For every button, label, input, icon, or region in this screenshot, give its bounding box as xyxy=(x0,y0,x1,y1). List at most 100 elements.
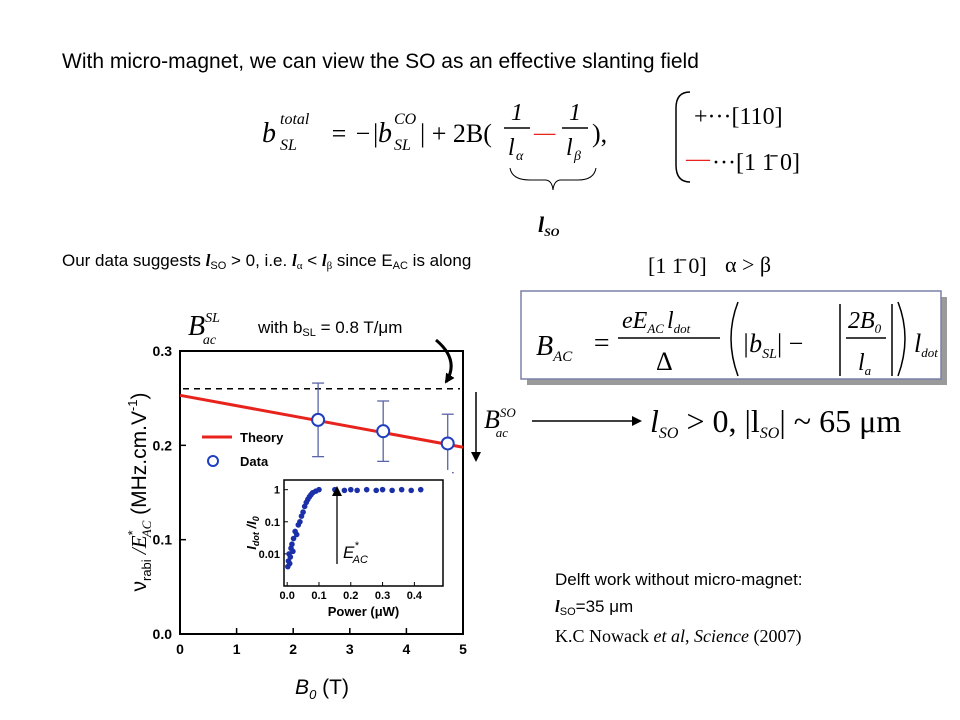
eq-part: 1 xyxy=(511,100,523,126)
heading: With micro-magnet, we can view the SO as… xyxy=(62,50,699,73)
formula-part: |bSL| − xyxy=(742,329,803,362)
plot-frame xyxy=(179,350,464,635)
paren xyxy=(730,301,739,377)
label-part: AC xyxy=(352,554,368,566)
x-tick-label: 4 xyxy=(403,641,411,657)
inset-annotation: E* AC xyxy=(343,540,368,566)
x-tick-label: 1 xyxy=(233,641,241,657)
label-part: dot xyxy=(251,531,261,546)
formula-part: ldot xyxy=(914,329,938,360)
eq-part: b xyxy=(378,118,392,149)
eq-part: l xyxy=(566,135,573,161)
formula: BAC = eEAC ldot Δ |bSL| − 2B0 la ldot xyxy=(536,301,938,378)
x-tick-label: 0.0 xyxy=(280,590,295,602)
inset-point xyxy=(286,560,293,567)
label-part: E xyxy=(343,543,355,562)
inset-point xyxy=(379,486,386,493)
equation: b total SL = −| b CO SL | + 2B( 1 l α — … xyxy=(262,100,607,164)
matrix-row: +···[110] xyxy=(694,104,783,130)
x-tick-label: 0.2 xyxy=(343,590,358,602)
inset-point xyxy=(389,487,395,494)
inset-point xyxy=(287,554,294,560)
y-tick-label: 0.1 xyxy=(265,517,280,529)
inset-point xyxy=(347,486,354,493)
inset-point xyxy=(297,518,303,525)
formula-part: Δ xyxy=(656,347,673,376)
eq-part: b xyxy=(262,118,276,149)
inset-point xyxy=(417,486,424,493)
x-tick-label: 0 xyxy=(176,641,184,657)
arrow xyxy=(435,338,455,384)
y-tick-label: 0.0 xyxy=(153,626,173,642)
eq-part: α xyxy=(516,149,524,164)
data-point xyxy=(376,424,391,439)
x-tick-label: 0.1 xyxy=(311,590,326,602)
eq-part: 1 xyxy=(569,100,581,126)
direction: [1 1̄ 0] xyxy=(648,253,707,278)
eq-part: | + 2B( xyxy=(420,119,492,148)
eq-part: l xyxy=(508,135,515,161)
x-tick-label: 2 xyxy=(289,641,297,657)
inset-point xyxy=(289,541,295,548)
inset-point xyxy=(408,487,415,494)
matrix-sign: — xyxy=(685,146,711,172)
legend-label: Data xyxy=(240,454,269,469)
brace xyxy=(509,167,597,191)
y-tick-label: 0.1 xyxy=(153,532,173,548)
x-tick-label: 3 xyxy=(346,641,354,657)
inset-point xyxy=(293,531,300,538)
eq-part: β xyxy=(573,149,581,164)
label-part: I xyxy=(244,546,259,550)
data-point xyxy=(311,412,326,427)
inset-x-label: Power (μW) xyxy=(328,604,400,619)
formula-part: BAC xyxy=(536,331,573,365)
eq-part: ), xyxy=(592,119,607,148)
label-part: 0 xyxy=(251,516,261,521)
inset-y-label: Idot /I0 xyxy=(244,516,261,549)
eq-part: total xyxy=(280,111,310,128)
eq-part: CO xyxy=(394,111,417,128)
formula-part: la xyxy=(858,350,872,378)
formula-part: eEAC ldot xyxy=(622,308,691,336)
formula-part: = xyxy=(592,328,611,359)
y-tick-label: 0.3 xyxy=(153,343,173,359)
y-tick-label: 0.01 xyxy=(259,549,280,561)
label-part: * xyxy=(354,540,359,552)
y-tick-label: 0.2 xyxy=(153,437,173,453)
inset-point xyxy=(373,487,380,494)
inset-point xyxy=(300,509,306,515)
note: lSO=35 μm xyxy=(555,597,633,618)
y-axis-label: νrabi /E*AC (MHz.cm.V-1) xyxy=(125,392,154,591)
inset-point xyxy=(290,548,296,555)
statement: Our data suggests lSO > 0, i.e. lα < lβ … xyxy=(62,251,471,272)
plot-frame xyxy=(283,479,444,587)
field-text: with bSL = 0.8 T/μm xyxy=(257,318,402,339)
brace-label: lSO xyxy=(538,212,560,239)
so-symbol: BSO ac xyxy=(484,405,516,440)
legend-label: Theory xyxy=(240,430,284,445)
inset-point xyxy=(398,486,405,493)
inset-point xyxy=(354,487,360,494)
relation: α > β xyxy=(725,252,771,277)
data-point xyxy=(440,436,455,451)
legend-marker xyxy=(207,455,219,467)
field-symbol: BSL ac xyxy=(188,311,220,348)
formula-part: 2B0 xyxy=(848,308,882,336)
x-tick-label: 0.4 xyxy=(407,590,423,602)
eq-part: SL xyxy=(394,137,411,154)
inset-chart: 0.0 0.1 0.2 0.3 0.4 0.01 0.1 1 Power (μW) Idot /I… xyxy=(244,470,452,620)
inset-point xyxy=(316,486,322,493)
paren xyxy=(897,301,906,377)
inset-point xyxy=(341,487,348,494)
citation: K.C Nowack et al, Science (2007) xyxy=(555,626,801,647)
inset-point xyxy=(363,486,370,493)
x-axis-label: B0 (T) xyxy=(295,676,349,702)
result: lSO > 0, |lSO| ~ 65 μm xyxy=(650,403,901,442)
main-chart: 0 1 2 3 4 5 0.0 0.1 0.2 0.3 Theory Data xyxy=(153,343,468,657)
eq-minus: — xyxy=(533,120,556,146)
x-tick-label: 5 xyxy=(459,641,467,657)
eq-part: = −| xyxy=(330,119,379,148)
matrix-row: ···[1 1̄ 0] xyxy=(712,150,800,176)
inset-background xyxy=(252,470,452,620)
